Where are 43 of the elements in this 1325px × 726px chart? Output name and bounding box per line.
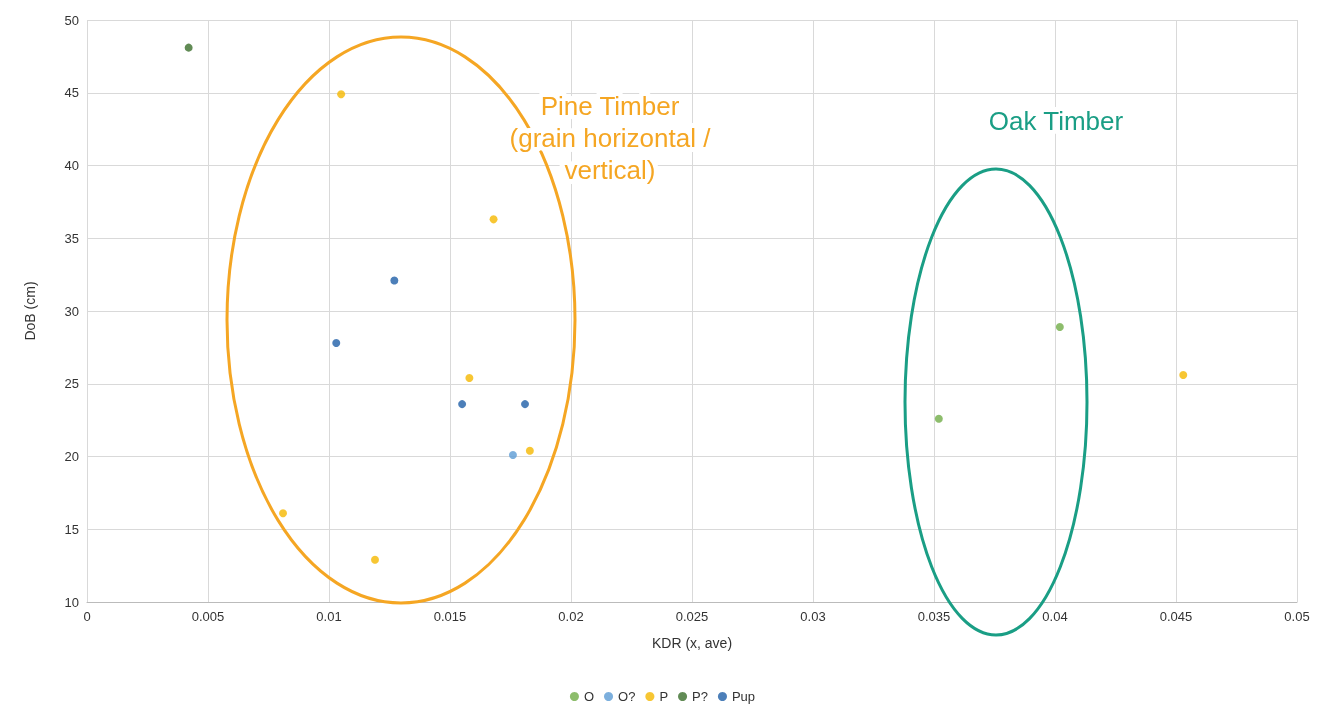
legend-label: Pup (731, 689, 756, 704)
x-tick-label: 0.01 (316, 609, 342, 624)
point (390, 276, 399, 285)
x-tick-label: 0.045 (1159, 609, 1193, 624)
point (279, 509, 288, 518)
x-tick-label: 0.04 (1042, 609, 1068, 624)
point (332, 339, 341, 348)
y-tick-label: 15 (64, 521, 79, 537)
point (1055, 323, 1064, 331)
x-axis-title: KDR (x, ave) (651, 635, 733, 651)
x-tick-label: 0.035 (917, 609, 951, 624)
legend-label: O (583, 689, 595, 704)
point (489, 215, 498, 224)
x-tick-label: 0.02 (558, 609, 584, 624)
point (508, 451, 517, 460)
point (465, 373, 474, 382)
legend-label: P? (692, 689, 708, 704)
legend-label: O? (618, 689, 636, 704)
point (370, 555, 379, 564)
y-axis-title: DoB (cm) (22, 281, 38, 341)
point (525, 446, 534, 455)
point (337, 90, 346, 99)
legend-label: P (659, 689, 669, 704)
point (1179, 371, 1188, 380)
x-tick-label: 0.005 (191, 609, 225, 624)
y-tick-label: 50 (64, 12, 79, 28)
annotation: Oak Timber (988, 105, 1124, 136)
point (521, 400, 530, 409)
y-tick-label: 30 (64, 303, 79, 319)
x-tick-label: 0.03 (800, 609, 826, 624)
y-tick-label: 35 (64, 230, 79, 246)
x-tick-label: 0.05 (1284, 609, 1310, 624)
x-tick-label: 0.025 (675, 609, 709, 624)
point (934, 414, 943, 423)
point (458, 400, 467, 409)
x-tick-label: 0 (83, 609, 91, 624)
y-tick-label: 45 (64, 85, 79, 101)
point (184, 43, 193, 52)
y-tick-label: 10 (64, 594, 79, 610)
y-tick-label: 20 (64, 449, 79, 464)
y-tick-label: 40 (64, 158, 79, 173)
y-tick-label: 25 (64, 376, 79, 392)
x-tick-label: 0.015 (433, 609, 467, 624)
